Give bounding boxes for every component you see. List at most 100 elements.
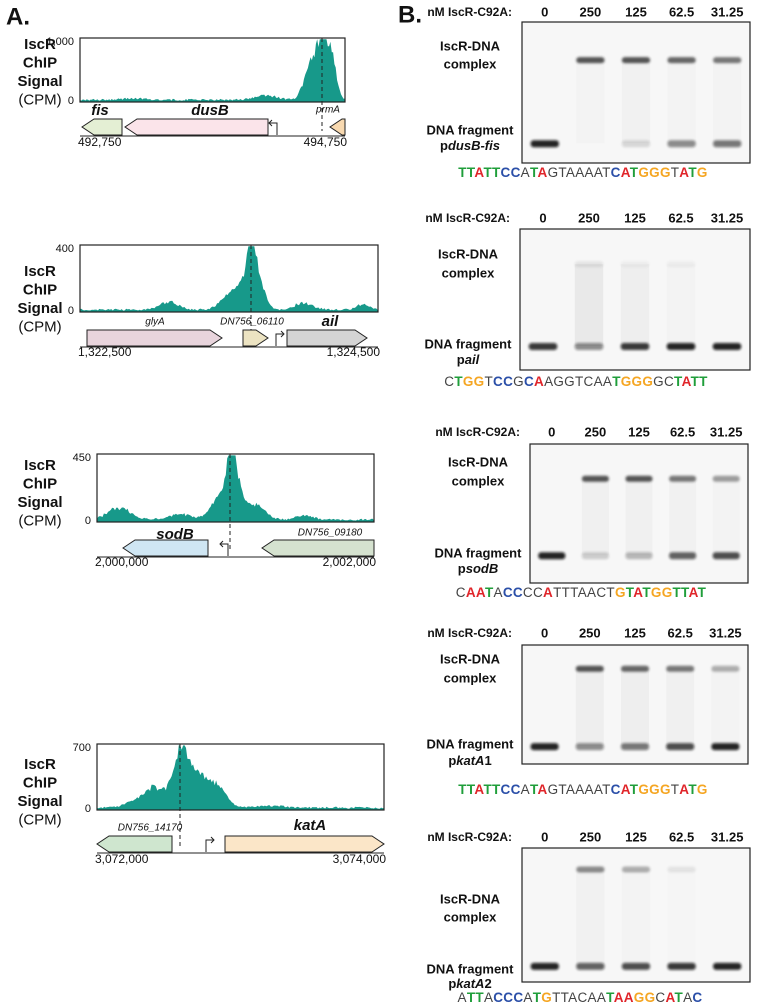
concentration-label: 125 bbox=[624, 625, 646, 640]
y-axis-label: ChIP bbox=[23, 475, 57, 492]
track-frame bbox=[96, 743, 385, 811]
gene-label: ail bbox=[322, 313, 340, 330]
sequence-run: A bbox=[689, 585, 699, 600]
concentration-label: 31.25 bbox=[709, 625, 742, 640]
concentration-label: 250 bbox=[585, 424, 607, 439]
gel-smear bbox=[667, 869, 695, 965]
gel-header: nM IscR-C92A: bbox=[435, 425, 520, 439]
sequence-run: TT bbox=[691, 374, 709, 389]
coordinate-start: 1,322,500 bbox=[78, 345, 132, 359]
sequence: TTATTCCATAGTAAAATCATGGGTATG bbox=[458, 782, 707, 797]
fragment-part: p bbox=[448, 753, 456, 768]
sequence-run: GG bbox=[463, 374, 485, 389]
gel-smear bbox=[713, 479, 740, 555]
gel-smear bbox=[582, 479, 609, 555]
free-dna-band bbox=[669, 552, 697, 560]
concentration-label: 250 bbox=[578, 210, 600, 225]
y-min-label: 0 bbox=[68, 305, 74, 317]
concentration-label: 31.25 bbox=[711, 4, 744, 19]
gene-arrow bbox=[96, 835, 173, 853]
complex-label: complex bbox=[452, 473, 506, 488]
coordinate-end: 3,074,000 bbox=[333, 852, 387, 866]
free-dna-band bbox=[620, 743, 650, 751]
sequence-run: CC bbox=[503, 585, 523, 600]
concentration-label: 62.5 bbox=[668, 625, 693, 640]
gene-label: dusB bbox=[191, 102, 229, 119]
gel-smear bbox=[625, 479, 652, 555]
sequence-run: GTAAAAT bbox=[548, 165, 611, 180]
fragment-name: psodB bbox=[458, 561, 498, 576]
sequence-run: GTAAAAT bbox=[548, 782, 611, 797]
fragment-label: DNA fragment bbox=[427, 961, 515, 976]
sequence-run: A bbox=[523, 990, 532, 1005]
sequence-run: GG bbox=[651, 585, 673, 600]
sequence-run: C bbox=[456, 585, 466, 600]
y-axis-label: ChIP bbox=[23, 281, 57, 298]
free-dna-band bbox=[538, 552, 566, 560]
y-axis-label: IscR bbox=[24, 36, 56, 53]
sequence-run: T bbox=[671, 165, 680, 180]
gel-smear bbox=[669, 479, 696, 555]
complex-band bbox=[621, 57, 651, 64]
sequence: ATTACCCATGTTACAATAAGGCATAC bbox=[458, 990, 703, 1005]
sequence-run: CC bbox=[501, 782, 521, 797]
sequence-run: A bbox=[484, 990, 493, 1005]
gene-arrow bbox=[224, 835, 385, 853]
sequence-run: A bbox=[538, 165, 548, 180]
coordinate-start: 492,750 bbox=[78, 135, 122, 149]
gene-arrow bbox=[122, 539, 209, 557]
sequence-run: T bbox=[671, 782, 680, 797]
y-max-label: 700 bbox=[73, 742, 91, 754]
concentration-label: 0 bbox=[539, 210, 546, 225]
complex-band bbox=[581, 475, 609, 482]
sequence-run: A bbox=[621, 165, 631, 180]
gel-smear bbox=[575, 668, 604, 747]
fragment-name: pkatA2 bbox=[448, 976, 491, 991]
free-dna-band bbox=[530, 140, 559, 148]
gene-label: DN756_09180 bbox=[298, 528, 363, 539]
sequence-run: GGG bbox=[638, 782, 670, 797]
gel-smear bbox=[574, 264, 604, 347]
sequence-run: C bbox=[611, 782, 621, 797]
sequence-run: T bbox=[530, 165, 539, 180]
promoter-arrow bbox=[268, 119, 278, 135]
y-min-label: 0 bbox=[85, 515, 91, 527]
coordinate-end: 1,324,500 bbox=[327, 345, 381, 359]
complex-band bbox=[666, 665, 695, 672]
promoter-arrow bbox=[219, 540, 229, 556]
sequence-run: G bbox=[541, 990, 552, 1005]
signal-area bbox=[80, 246, 378, 312]
gel-frame bbox=[521, 21, 751, 164]
fragment-part: p bbox=[458, 561, 466, 576]
free-dna-band bbox=[576, 962, 605, 970]
sequence-run: T bbox=[484, 374, 493, 389]
concentration-label: 31.25 bbox=[711, 210, 744, 225]
sequence-run: T bbox=[698, 585, 707, 600]
sequence-run: TTACAA bbox=[552, 990, 606, 1005]
sequence-run: A bbox=[474, 782, 484, 797]
sequence-run: T bbox=[612, 374, 621, 389]
sequence-run: T bbox=[533, 990, 542, 1005]
complex-band bbox=[666, 261, 696, 268]
y-axis-label: (CPM) bbox=[18, 91, 61, 108]
gene-label: fis bbox=[91, 102, 109, 119]
free-dna-band bbox=[713, 140, 742, 148]
gel-smear bbox=[622, 60, 650, 143]
y-axis-label: (CPM) bbox=[18, 811, 61, 828]
sequence-run: TT bbox=[458, 782, 476, 797]
fragment-label: DNA fragment bbox=[427, 122, 515, 137]
sequence-run: G bbox=[615, 585, 626, 600]
sequence-run: C bbox=[692, 990, 702, 1005]
complex-label: IscR-DNA bbox=[438, 246, 499, 261]
gel-frame bbox=[521, 644, 749, 765]
free-dna-band bbox=[528, 343, 558, 351]
fragment-part: dusB-fis bbox=[448, 138, 500, 153]
sequence-run: AA bbox=[466, 585, 486, 600]
sequence-run: G bbox=[697, 782, 708, 797]
gel-background bbox=[530, 444, 748, 583]
y-max-label: 400 bbox=[56, 243, 74, 255]
y-axis-label: (CPM) bbox=[18, 512, 61, 529]
complex-band bbox=[576, 57, 605, 64]
sequence-run: AGGTCAA bbox=[544, 374, 612, 389]
complex-band bbox=[667, 866, 696, 873]
